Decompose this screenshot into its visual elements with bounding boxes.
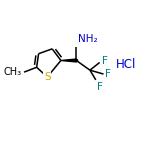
Text: CH₃: CH₃ <box>3 67 21 77</box>
Text: HCl: HCl <box>116 58 136 71</box>
Text: S: S <box>44 72 51 82</box>
Text: F: F <box>105 69 111 79</box>
Text: F: F <box>97 82 103 92</box>
Text: NH₂: NH₂ <box>78 34 98 44</box>
Polygon shape <box>61 59 76 62</box>
Text: F: F <box>102 56 107 66</box>
